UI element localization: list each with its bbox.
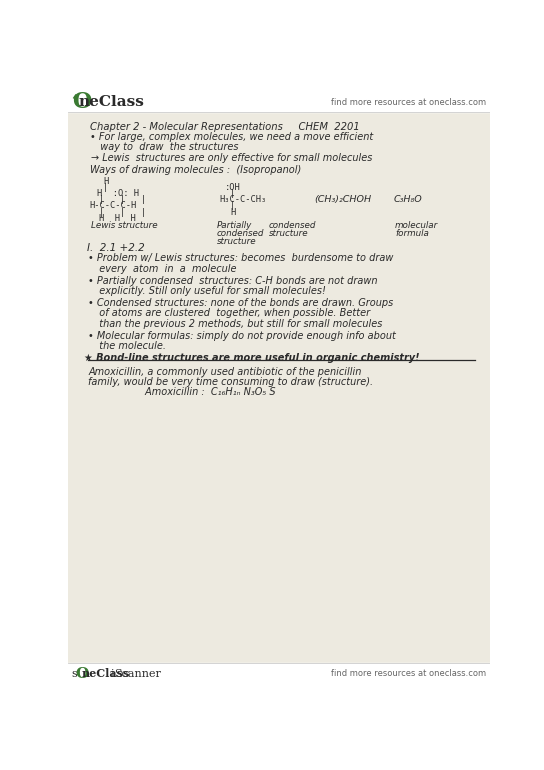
Text: H  :O: H: H :O: H [97,189,139,198]
Text: :OH: :OH [225,183,241,192]
Text: |: | [230,189,235,198]
Text: explicitly. Still only useful for small molecules!: explicitly. Still only useful for small … [93,286,326,296]
Text: every  atom  in  a  molecule: every atom in a molecule [93,263,236,273]
Text: C₃H₈O: C₃H₈O [393,195,422,204]
Text: H: H [230,207,235,216]
Bar [68,92,490,112]
Text: ★ Bond-line structures are more useful in organic chemistry!: ★ Bond-line structures are more useful i… [83,353,419,363]
Text: • Condensed structures: none of the bonds are drawn. Groups: • Condensed structures: none of the bond… [88,298,393,308]
Text: • Molecular formulas: simply do not provide enough info about: • Molecular formulas: simply do not prov… [88,331,396,340]
Text: family, would be very time consuming to draw (structure).: family, would be very time consuming to … [88,377,373,387]
Text: of atoms are clustered  together, when possible. Better: of atoms are clustered together, when po… [93,308,370,318]
Text: O: O [72,92,91,113]
Text: formula: formula [395,229,429,238]
Text: than the previous 2 methods, but still for small molecules: than the previous 2 methods, but still f… [93,319,382,329]
Text: s: s [72,669,78,678]
Text: neClass: neClass [82,668,131,679]
Text: Amoxicillin, a commonly used antibiotic of the penicillin: Amoxicillin, a commonly used antibiotic … [88,367,362,377]
Text: condensed: condensed [269,222,316,230]
Text: i: i [110,669,114,678]
Text: H  H  H: H H H [99,213,136,223]
Text: molecular: molecular [395,222,438,230]
Text: O: O [76,667,89,681]
Text: Lewis structure: Lewis structure [91,222,158,230]
Text: neClass: neClass [79,95,145,109]
Text: H₃C-C-CH₃: H₃C-C-CH₃ [219,195,267,204]
Text: • Problem w/ Lewis structures: becomes  burdensome to draw: • Problem w/ Lewis structures: becomes b… [88,253,393,263]
Text: Chapter 2 - Molecular Representations     CHEM  2201: Chapter 2 - Molecular Representations CH… [90,122,360,132]
Text: H-C-C-C-H: H-C-C-C-H [90,201,137,210]
Text: Partially: Partially [217,222,252,230]
Text: Ways of drawing molecules :  (Isopropanol): Ways of drawing molecules : (Isopropanol… [90,165,301,175]
Text: |   |   |: | | | [99,195,146,204]
Text: (CH₃)₂CHOH: (CH₃)₂CHOH [314,195,372,204]
Text: • For large, complex molecules, we need a move efficient: • For large, complex molecules, we need … [90,132,373,142]
Text: Scanner: Scanner [114,669,160,678]
Text: I.  2.1 +2.2: I. 2.1 +2.2 [86,243,144,253]
Text: H: H [103,176,108,186]
Text: condensed: condensed [217,229,264,238]
Text: way to  draw  the structures: way to draw the structures [94,142,239,152]
Text: |   |   |: | | | [99,207,146,216]
Text: • Partially condensed  structures: C-H bonds are not drawn: • Partially condensed structures: C-H bo… [88,276,378,286]
Text: find more resources at oneclass.com: find more resources at oneclass.com [331,98,486,107]
Text: structure: structure [217,236,256,246]
Text: structure: structure [269,229,308,238]
Bar [68,663,490,685]
Text: the molecule.: the molecule. [93,341,166,351]
Text: Amoxicillin :  C₁₆H₁ₙ N₃O₅ S: Amoxicillin : C₁₆H₁ₙ N₃O₅ S [117,387,275,397]
Text: find more resources at oneclass.com: find more resources at oneclass.com [331,669,486,678]
Text: |: | [230,201,235,210]
Text: → Lewis  structures are only effective for small molecules: → Lewis structures are only effective fo… [91,152,373,162]
Text: |: | [103,183,108,192]
